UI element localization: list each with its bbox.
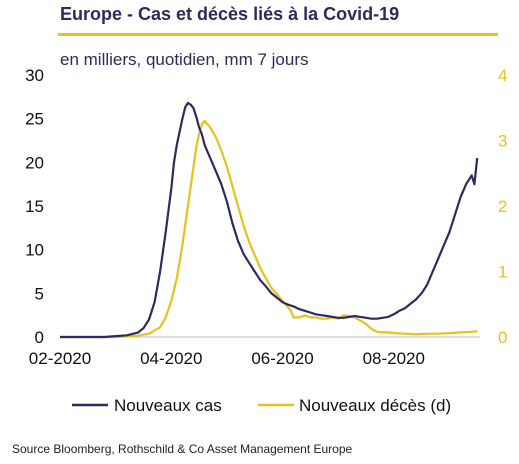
left-tick-label: 0 xyxy=(35,328,44,347)
left-tick-label: 20 xyxy=(25,153,44,172)
left-tick-label: 15 xyxy=(25,197,44,216)
series-line-deaths xyxy=(60,119,478,339)
left-tick-label: 30 xyxy=(25,66,44,85)
left-axis-ticks: 0 5 10 15 20 25 30 xyxy=(25,66,44,347)
x-tick-label: 04-2020 xyxy=(140,349,202,368)
right-tick-label: 4 xyxy=(498,66,507,85)
series-line-cases xyxy=(60,101,479,339)
right-tick-label: 0 xyxy=(498,328,507,347)
x-tick-label: 06-2020 xyxy=(251,349,313,368)
right-tick-label: 1 xyxy=(498,263,507,282)
left-tick-label: 5 xyxy=(35,284,44,303)
x-tick-label: 02-2020 xyxy=(29,349,91,368)
left-tick-label: 25 xyxy=(25,110,44,129)
source-note: Source Bloomberg, Rothschild & Co Asset … xyxy=(12,442,353,456)
title-rule xyxy=(58,33,498,36)
legend-label-cases: Nouveaux cas xyxy=(114,396,222,415)
x-tick-label: 08-2020 xyxy=(363,349,425,368)
right-axis-ticks: 0 1 2 3 4 xyxy=(498,66,507,347)
legend-label-deaths: Nouveaux décès (d) xyxy=(299,396,451,415)
chart-title: Europe - Cas et décès liés à la Covid-19 xyxy=(60,4,400,24)
right-tick-label: 3 xyxy=(498,132,507,151)
legend: Nouveaux cas Nouveaux décès (d) xyxy=(72,396,451,415)
chart-subtitle: en milliers, quotidien, mm 7 jours xyxy=(60,50,309,69)
right-tick-label: 2 xyxy=(498,197,507,216)
x-axis-ticks: 02-2020 04-2020 06-2020 08-2020 xyxy=(29,349,425,368)
series-layer xyxy=(60,101,479,339)
left-tick-label: 10 xyxy=(25,241,44,260)
